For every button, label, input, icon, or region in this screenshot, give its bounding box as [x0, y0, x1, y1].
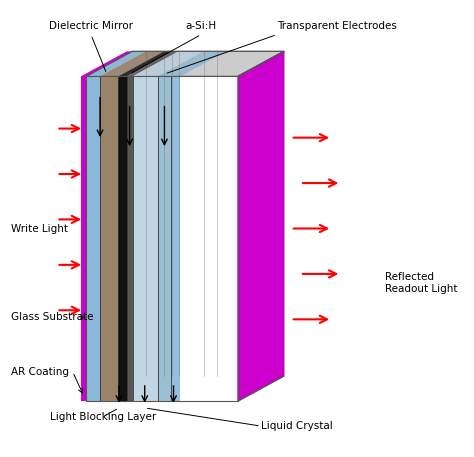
Bar: [86, 76, 100, 401]
Bar: [171, 76, 180, 401]
Text: Transparent Electrodes: Transparent Electrodes: [277, 21, 397, 32]
Bar: [118, 76, 127, 401]
Bar: [158, 76, 171, 401]
Text: Liquid Crystal: Liquid Crystal: [261, 421, 333, 431]
Polygon shape: [238, 51, 284, 401]
Polygon shape: [133, 51, 203, 76]
Text: Light Blocking Layer: Light Blocking Layer: [50, 412, 156, 422]
Text: Glass Substrate: Glass Substrate: [10, 312, 93, 322]
Text: Reflected
Readout Light: Reflected Readout Light: [385, 272, 457, 294]
Polygon shape: [100, 51, 164, 76]
Text: AR Coating: AR Coating: [10, 367, 69, 377]
Bar: [100, 76, 118, 401]
Polygon shape: [171, 51, 226, 76]
Polygon shape: [127, 51, 179, 76]
Polygon shape: [158, 51, 217, 76]
Text: Dielectric Mirror: Dielectric Mirror: [49, 21, 133, 32]
Polygon shape: [86, 51, 146, 76]
Text: Write Light: Write Light: [10, 223, 68, 234]
Bar: [127, 76, 133, 401]
Text: a-Si:H: a-Si:H: [186, 21, 217, 32]
Bar: [133, 76, 158, 401]
Polygon shape: [81, 51, 133, 76]
Polygon shape: [86, 51, 284, 76]
Polygon shape: [118, 51, 173, 76]
Bar: [81, 76, 87, 401]
